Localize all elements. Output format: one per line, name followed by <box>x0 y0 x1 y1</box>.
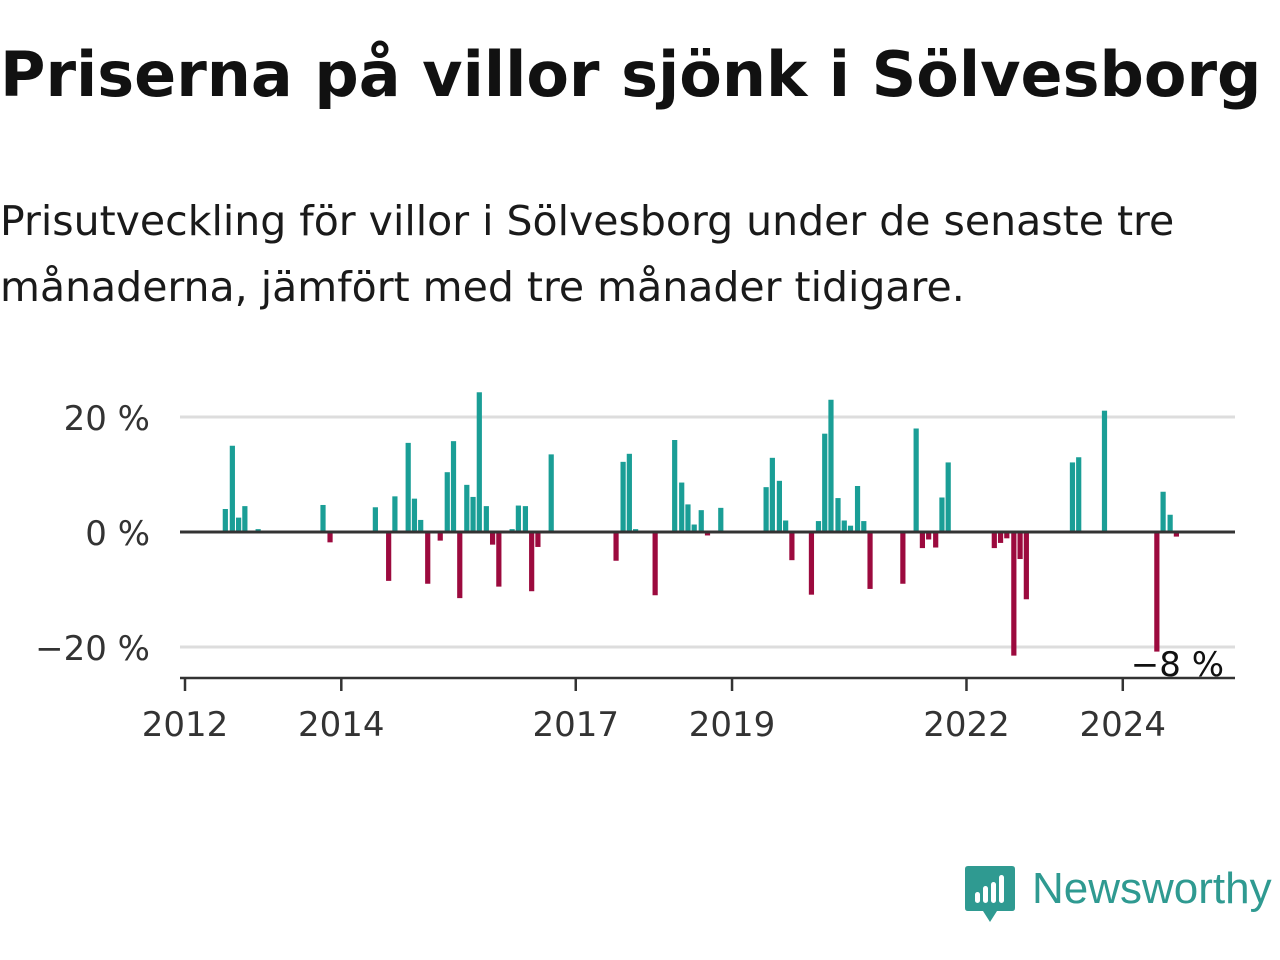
y-tick-label: 0 % <box>85 514 150 554</box>
bar <box>529 532 535 592</box>
y-tick-label: −20 % <box>35 629 150 669</box>
bar <box>1011 532 1017 656</box>
chart-title: Priserna på villor sjönk i Sölvesborg <box>0 38 1262 111</box>
bar <box>450 441 457 532</box>
bar <box>1101 410 1108 532</box>
bar <box>1154 532 1160 652</box>
bar <box>652 532 658 596</box>
bar <box>919 532 926 549</box>
bar <box>672 440 678 532</box>
bar <box>405 442 411 532</box>
bar <box>515 505 521 532</box>
bar <box>718 507 724 532</box>
chart-subtitle: Prisutveckling för villor i Sölvesborg u… <box>0 197 1175 311</box>
bar <box>386 532 392 581</box>
bar <box>841 520 847 532</box>
bar <box>783 520 789 532</box>
x-tick-label: 2024 <box>1080 705 1167 745</box>
bar <box>691 524 697 532</box>
bar <box>913 428 919 532</box>
bar <box>489 532 496 545</box>
bar <box>698 510 704 532</box>
bar <box>522 506 529 532</box>
bar <box>496 532 502 587</box>
x-tick-label: 2019 <box>689 705 776 745</box>
brand: Newsworthy <box>964 864 1272 926</box>
bar <box>769 457 775 532</box>
bar <box>444 472 450 532</box>
bar <box>535 532 541 547</box>
bar <box>1160 491 1166 532</box>
grid-lines <box>180 415 1235 649</box>
bar <box>372 507 378 532</box>
bar <box>548 454 554 532</box>
bar <box>1004 532 1010 539</box>
bar <box>425 532 431 584</box>
bar <box>418 519 424 532</box>
bar <box>327 532 333 543</box>
bar <box>679 482 685 532</box>
bar <box>437 532 443 541</box>
bar <box>483 506 489 532</box>
bar <box>1173 532 1179 537</box>
bar <box>808 532 815 595</box>
bar <box>763 487 769 532</box>
bar <box>626 453 632 532</box>
bar <box>236 517 242 532</box>
bar <box>867 532 873 589</box>
bar <box>847 525 854 532</box>
y-tick-label: 20 % <box>64 399 150 439</box>
bar <box>392 496 398 532</box>
bar <box>222 509 228 532</box>
brand-name: Newsworthy <box>1032 864 1272 913</box>
bar <box>685 504 691 532</box>
bar <box>1076 457 1082 532</box>
newsworthy-logo-icon <box>965 866 1015 922</box>
bar <box>464 484 470 532</box>
bar <box>1167 514 1173 532</box>
x-tick-label: 2012 <box>142 705 229 745</box>
bar <box>411 498 418 532</box>
bar <box>1023 532 1029 600</box>
bar <box>776 480 782 532</box>
bar <box>997 532 1004 543</box>
bar <box>613 532 619 561</box>
bar <box>789 532 795 561</box>
bar <box>457 532 463 599</box>
bar <box>900 532 906 584</box>
bar <box>476 392 482 532</box>
x-tick-label: 2022 <box>923 705 1010 745</box>
bar <box>822 433 828 532</box>
axes <box>180 530 1235 691</box>
bar <box>861 521 867 532</box>
bar <box>828 399 834 532</box>
bar <box>1069 462 1076 532</box>
bar <box>945 462 951 532</box>
bar <box>229 445 235 532</box>
bar <box>470 496 476 532</box>
bar <box>320 504 326 532</box>
bar <box>991 532 997 549</box>
bar <box>854 486 861 532</box>
bar <box>704 532 711 536</box>
bar <box>815 521 822 532</box>
bar-chart: 20 % 0 % −20 % 2012 2014 2017 2019 2022 2024 −8 % <box>35 392 1235 745</box>
last-value-annotation: −8 % <box>1131 645 1224 685</box>
x-tick-label: 2017 <box>532 705 619 745</box>
bars <box>222 392 1179 656</box>
bar <box>835 498 841 532</box>
bar <box>933 532 939 548</box>
bar <box>926 532 932 540</box>
bar <box>939 497 945 532</box>
bar <box>1017 532 1023 560</box>
bar <box>242 506 248 532</box>
labels: 20 % 0 % −20 % 2012 2014 2017 2019 2022 2024 −8 % <box>35 399 1224 745</box>
bar <box>620 461 626 532</box>
x-tick-label: 2014 <box>298 705 385 745</box>
